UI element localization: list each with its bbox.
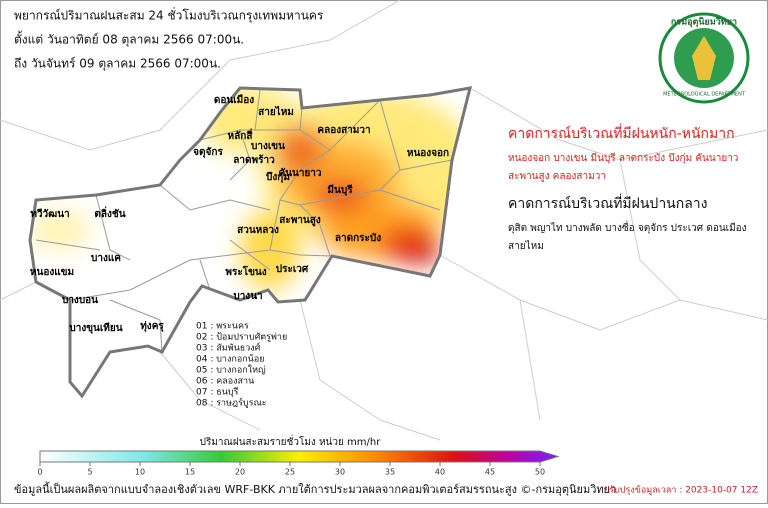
district-label: ตลิ่งชัน [94, 206, 125, 220]
district-label: หลักสี่ [228, 128, 254, 142]
heavy-areas: สะพานสูง คลองสามวา [508, 171, 606, 182]
colorbar-tick-label: 40 [435, 468, 445, 477]
district-label: สวนหลวง [237, 225, 279, 236]
colorbar-ticks: 0 5 10 15 20 25 30 35 40 45 50 [37, 462, 545, 477]
updated: ปรับปรุงข้อมูลเวลา : 2023-10-07 12Z [604, 485, 758, 496]
district-label: มีนบุรี [327, 184, 353, 196]
district-label: ทุ่งครุ [140, 320, 164, 332]
colorbar-tick-label: 35 [385, 468, 395, 477]
background-outlines [0, 0, 768, 441]
colorbar-tick-label: 10 [135, 468, 145, 477]
district-label: ดอนเมือง [214, 94, 254, 106]
colorbar-tick-label: 50 [535, 468, 545, 477]
district-label: หนองแขม [30, 267, 74, 278]
district-code: 07 : ธนบุรี [196, 387, 239, 398]
district-label: บางนา [233, 291, 262, 302]
district-code: 08 : ราษฎร์บูรณะ [196, 397, 267, 409]
colorbar-tick-label: 20 [235, 468, 245, 477]
colorbar-tick-label: 0 [37, 468, 42, 477]
district-label: ประเวศ [276, 263, 309, 275]
district-label: บางเขน [251, 141, 285, 152]
credit: ข้อมูลนี้เป็นผลผลิตจากแบบจำลองเชิงตัวเลข… [14, 481, 616, 496]
colorbar-tick-label: 25 [285, 468, 295, 477]
district-code: 06 : คลองสาน [196, 377, 254, 387]
district-label: บางบอน [62, 295, 98, 306]
district-label: สะพานสูง [279, 215, 321, 227]
colorbar-tick-label: 30 [335, 468, 345, 477]
colorbar-tick-label: 5 [87, 468, 92, 477]
heavy-areas: หนองจอก บางเขน มีนบุรี ลาดกระบัง บึงกุ่ม… [508, 152, 738, 164]
colorbar-tick-label: 15 [185, 468, 195, 477]
district-code: 01 : พระนคร [196, 322, 249, 332]
bangkok-outline [28, 86, 473, 399]
district-label: สายไหม [258, 105, 294, 118]
colorbar-title: ปริมาณฝนสะสมรายชั่วโมง หน่วย mm/hr [200, 434, 382, 448]
district-code: 05 : บางกอกใหญ่ [196, 365, 266, 376]
district-code: 04 : บางกอกน้อย [196, 354, 265, 365]
colorbar [39, 450, 560, 463]
moderate-areas: สายไหม [508, 240, 544, 252]
district-label: ลาดกระบัง [335, 232, 381, 244]
logo-english: METEOROLOGICAL DEPARTMENT [663, 92, 746, 98]
district-label: คันนายาว [278, 167, 321, 179]
heavy-heading: คาดการณ์บริเวณที่มีฝนหนัก-หนักมาก [508, 124, 735, 142]
district-label: ทวีวัฒนา [30, 208, 69, 220]
moderate-heading: คาดการณ์บริเวณที่มีฝนปานกลาง [508, 194, 708, 212]
time-from: ตั้งแต่ วันอาทิตย์ 08 ตุลาคม 2566 07:00น… [14, 31, 244, 48]
district-code: 03 : สัมพันธวงศ์ [196, 342, 261, 354]
logo: กรมอุตุนิยมวิทยา METEOROLOGICAL DEPARTME… [658, 12, 750, 104]
district-label: บางแค [91, 253, 121, 264]
district-label: พระโขนง [225, 265, 266, 278]
district-label: ลาดพร้าว [233, 154, 275, 166]
district-label: คลองสามวา [317, 125, 370, 136]
logo-name: กรมอุตุนิยมวิทยา [671, 17, 737, 28]
title: พยากรณ์ปริมาณฝนสะสม 24 ชั่วโมงบริเวณกรุง… [14, 7, 324, 24]
moderate-areas: ดุสิต พญาไท บางพลัด บางซื่อ จตุจักร ประเ… [508, 220, 747, 234]
district-label: บางขุนเทียน [69, 322, 122, 334]
district-label: บึงกุ่ม [266, 171, 290, 183]
district-lines [35, 89, 453, 353]
time-to: ถึง วันจันทร์ 09 ตุลาคม 2566 07:00น. [14, 57, 221, 72]
district-code: 02 : ป้อมปราบศัตรูพ่าย [196, 332, 287, 343]
colorbar-tick-label: 45 [485, 468, 495, 477]
district-label: หนองจอก [407, 148, 449, 159]
district-label: จตุจักร [193, 146, 223, 158]
